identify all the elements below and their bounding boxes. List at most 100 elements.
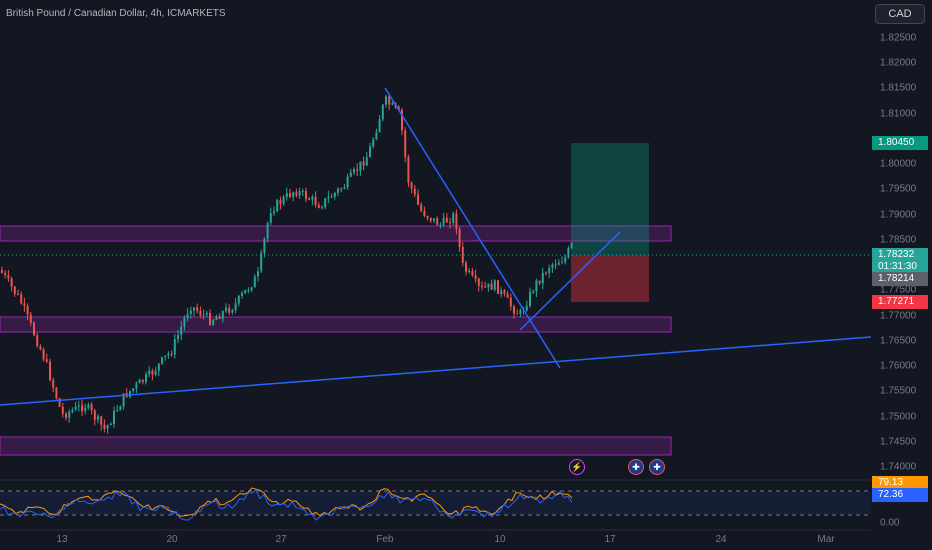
candle-body	[503, 290, 506, 294]
candle-body	[250, 287, 253, 290]
candle-body	[481, 285, 483, 287]
price-tick: 1.82500	[880, 32, 917, 44]
zone-middle[interactable]	[0, 316, 672, 333]
rsi-band	[0, 491, 871, 515]
ascending-trendline[interactable]	[519, 231, 621, 331]
uk-flag-icon[interactable]: ✚	[628, 459, 644, 475]
candle-body	[337, 188, 339, 193]
candle-body	[567, 248, 570, 258]
candle-body	[279, 200, 282, 204]
candle-body	[196, 307, 199, 311]
candle-body	[116, 410, 119, 412]
candle-body	[410, 182, 413, 189]
candle-body	[452, 213, 455, 223]
candle-body	[241, 293, 243, 296]
candle-body	[84, 407, 87, 411]
candle-body	[564, 257, 567, 263]
candle-body	[164, 355, 167, 358]
candle-body	[308, 199, 311, 201]
candle-body	[68, 411, 71, 418]
candle-body	[81, 405, 83, 411]
chart-title[interactable]: British Pound / Canadian Dollar, 4h, ICM…	[6, 8, 226, 19]
price-tick: 1.75000	[880, 411, 917, 423]
candle-body	[324, 198, 327, 208]
candle-body	[317, 204, 320, 208]
candle-body	[426, 216, 429, 218]
candle-body	[311, 196, 314, 200]
candle-body	[445, 217, 448, 223]
candle-body	[388, 96, 391, 105]
candle-body	[247, 289, 250, 291]
candle-body	[570, 243, 573, 249]
candle-body	[513, 306, 515, 314]
candle-body	[193, 307, 195, 311]
price-tick: 1.82000	[880, 57, 917, 69]
candle-body	[151, 370, 154, 375]
candle-body	[391, 103, 394, 105]
candle-body	[321, 207, 323, 209]
candle-body	[237, 295, 240, 304]
time-tick: 27	[275, 534, 287, 545]
candle-body	[519, 310, 522, 314]
time-tick: 24	[715, 534, 727, 545]
price-tick: 1.79500	[880, 183, 917, 195]
candle-body	[161, 357, 163, 364]
candle-body	[541, 272, 544, 284]
candle-body	[52, 380, 55, 388]
candle-body	[103, 424, 106, 429]
candle-body	[429, 217, 432, 221]
current-price-label: 1.78232	[872, 248, 928, 262]
candle-body	[532, 291, 535, 293]
candle-body	[205, 313, 208, 315]
candle-body	[359, 161, 362, 171]
profit-zone[interactable]	[571, 143, 649, 255]
candle-body	[231, 309, 234, 313]
price-tick: 1.81500	[880, 82, 917, 94]
time-tick: 17	[604, 534, 616, 545]
candle-body	[183, 318, 186, 327]
candle-body	[186, 313, 189, 319]
loss-zone[interactable]	[571, 255, 649, 302]
candle-body	[490, 283, 493, 290]
candle-body	[477, 278, 480, 286]
candle-body	[378, 119, 381, 133]
price-tick: 1.77000	[880, 310, 917, 322]
candle-body	[71, 409, 74, 412]
uk-flag-icon[interactable]: ✚	[649, 459, 665, 475]
candle-body	[461, 246, 464, 263]
candle-body	[109, 423, 112, 426]
candle-body	[10, 278, 13, 287]
candle-body	[285, 193, 288, 197]
candle-body	[260, 252, 263, 272]
time-tick: 10	[494, 534, 506, 545]
candle-body	[551, 264, 554, 269]
candle-body	[465, 262, 467, 272]
candle-body	[500, 290, 503, 294]
candle-body	[266, 222, 269, 239]
candle-body	[497, 280, 499, 294]
price-tick: 1.77500	[880, 284, 917, 296]
candle-body	[170, 353, 173, 355]
candle-body	[365, 157, 368, 166]
candle-body	[90, 404, 93, 411]
long-trendline[interactable]	[0, 336, 872, 406]
candle-body	[343, 187, 346, 189]
candle-body	[535, 280, 538, 292]
zone-upper[interactable]	[0, 225, 672, 242]
candle-body	[74, 406, 77, 410]
lightning-icon[interactable]: ⚡	[569, 459, 585, 475]
rsi-value-orange: 79.13	[872, 476, 928, 490]
candle-body	[375, 132, 378, 140]
zone-lower[interactable]	[0, 436, 672, 456]
candle-body	[138, 379, 141, 384]
candle-body	[305, 190, 307, 200]
candle-body	[538, 280, 541, 284]
candle-body	[417, 194, 419, 205]
time-tick: 13	[56, 534, 68, 545]
descending-trendline[interactable]	[384, 87, 561, 369]
candle-body	[474, 275, 477, 279]
candle-body	[404, 130, 407, 157]
currency-button[interactable]: CAD	[875, 4, 925, 24]
candle-body	[340, 188, 343, 190]
